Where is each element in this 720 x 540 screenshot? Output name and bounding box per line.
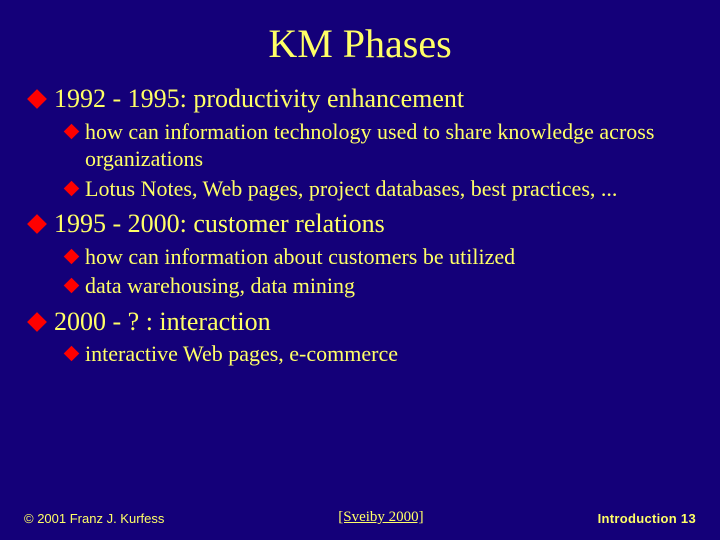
phase3-heading: 2000 - ? : interaction bbox=[54, 306, 690, 339]
phase1-sub1: how can information technology used to s… bbox=[85, 118, 690, 173]
diamond-icon bbox=[64, 346, 80, 362]
phase1-sub2: Lotus Notes, Web pages, project database… bbox=[85, 175, 690, 203]
diamond-icon bbox=[64, 278, 80, 294]
diamond-icon bbox=[27, 312, 47, 332]
phase2-heading: 1995 - 2000: customer relations bbox=[54, 208, 690, 241]
diamond-icon bbox=[64, 180, 80, 196]
bullet-level2: how can information technology used to s… bbox=[66, 118, 690, 173]
slide: KM Phases 1992 - 1995: productivity enha… bbox=[0, 0, 720, 540]
diamond-icon bbox=[27, 214, 47, 234]
footer-page-number: Introduction 13 bbox=[598, 511, 696, 526]
slide-title: KM Phases bbox=[30, 18, 690, 67]
bullet-level2: data warehousing, data mining bbox=[66, 272, 690, 300]
bullet-level1: 1995 - 2000: customer relations bbox=[30, 208, 690, 241]
phase2-sub1: how can information about customers be u… bbox=[85, 243, 690, 271]
diamond-icon bbox=[27, 89, 47, 109]
bullet-level1: 1992 - 1995: productivity enhancement bbox=[30, 83, 690, 116]
diamond-icon bbox=[64, 248, 80, 264]
diamond-icon bbox=[64, 123, 80, 139]
bullet-level2: interactive Web pages, e-commerce bbox=[66, 340, 690, 368]
footer-citation: [Sveiby 2000] bbox=[338, 509, 423, 526]
bullet-level2: how can information about customers be u… bbox=[66, 243, 690, 271]
phase2-sub2: data warehousing, data mining bbox=[85, 272, 690, 300]
phase1-heading: 1992 - 1995: productivity enhancement bbox=[54, 83, 690, 116]
footer-copyright: © 2001 Franz J. Kurfess bbox=[24, 511, 164, 526]
bullet-level1: 2000 - ? : interaction bbox=[30, 306, 690, 339]
phase3-sub1: interactive Web pages, e-commerce bbox=[85, 340, 690, 368]
bullet-level2: Lotus Notes, Web pages, project database… bbox=[66, 175, 690, 203]
slide-footer: © 2001 Franz J. Kurfess [Sveiby 2000] In… bbox=[0, 509, 720, 526]
